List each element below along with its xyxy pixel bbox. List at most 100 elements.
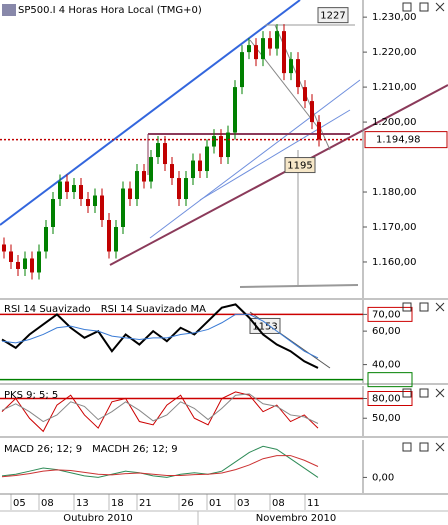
legend-entry: RSI 14 Suavizado MA: [101, 304, 206, 315]
close-button: [435, 2, 445, 12]
candle-body: [23, 258, 27, 269]
price-label: 1227: [320, 11, 345, 22]
x-tick-label: 03: [237, 498, 250, 509]
candle-body: [149, 157, 153, 182]
candle-body: [268, 38, 272, 49]
trend-line: [0, 0, 301, 226]
candle-body: [9, 251, 13, 262]
x-tick-label: 21: [139, 498, 152, 509]
series-line: [1, 391, 319, 433]
candle-body: [72, 185, 76, 193]
x-tick-label: 08: [41, 498, 54, 509]
candle-body: [261, 38, 265, 60]
candle-body: [233, 87, 237, 133]
candle-body: [282, 31, 286, 74]
candle-body: [79, 185, 83, 200]
candle-body: [240, 52, 244, 88]
x-tick-label: 11: [307, 498, 320, 509]
price-label: 1195: [287, 161, 312, 172]
window-button: [419, 2, 429, 12]
y-tick-label: 60,00: [372, 326, 401, 337]
month-label: Novembro 2010: [256, 513, 336, 524]
candle-body: [289, 59, 293, 74]
x-tick-label: 08: [272, 498, 285, 509]
series-line: [1, 303, 319, 369]
close-button: [435, 388, 445, 398]
candle-body: [275, 31, 279, 49]
reference-box: [367, 306, 413, 322]
y-tick-label: 50,00: [372, 413, 401, 424]
candle-body: [65, 181, 69, 193]
window-button: [419, 302, 429, 312]
trend-line: [109, 84, 448, 266]
candle-body: [51, 199, 55, 227]
candle-body: [198, 160, 202, 172]
series-line: [1, 455, 319, 478]
candle-body: [128, 188, 132, 200]
measure-line: [239, 284, 359, 288]
y-tick-label: 0,00: [372, 472, 394, 483]
x-tick-label: 26: [181, 498, 194, 509]
x-tick-label: 13: [76, 498, 89, 509]
candle-body: [212, 136, 216, 147]
series-line: [1, 445, 319, 478]
candle-body: [254, 45, 258, 60]
series-line: [1, 393, 319, 424]
y-tick-label: 1.180,00: [372, 187, 417, 198]
y-tick-label: 1.160,00: [372, 257, 417, 268]
price-label: 1153: [252, 321, 277, 332]
window-button: [419, 388, 429, 398]
x-tick-label: 01: [209, 498, 222, 509]
candle-body: [30, 258, 34, 273]
candle-body: [219, 136, 223, 158]
candle-body: [107, 220, 111, 252]
candle-body: [310, 101, 314, 123]
trend-line: [149, 79, 361, 239]
panel-title: PKS 9; 5; 5: [4, 390, 58, 401]
candle-body: [44, 226, 48, 252]
legend-entry: RSI 14 Suavizado: [4, 304, 91, 315]
y-tick-label: 70,00: [372, 309, 401, 320]
logo-icon: [2, 4, 16, 16]
window-button: [402, 302, 412, 312]
window-button: [402, 2, 412, 12]
y-tick-label: 1.200,00: [372, 117, 417, 128]
reference-box: [367, 372, 413, 388]
candle-body: [114, 226, 118, 252]
month-label: Outubro 2010: [63, 513, 132, 524]
close-button: [435, 302, 445, 312]
window-button: [402, 388, 412, 398]
x-tick-label: 05: [13, 498, 26, 509]
legend-entry: MACD 26; 12; 9: [4, 444, 82, 455]
last-price-label: 1.194,98: [376, 135, 421, 146]
y-tick-label: 1.170,00: [372, 222, 417, 233]
candle-body: [135, 171, 139, 200]
candle-body: [100, 195, 104, 221]
price-label-box: [317, 7, 349, 24]
x-tick-label: 18: [111, 498, 124, 509]
y-tick-label: 40,00: [372, 360, 401, 371]
y-tick-label: 1.220,00: [372, 47, 417, 58]
window-button: [419, 442, 429, 452]
candle-body: [205, 146, 209, 172]
candle-body: [37, 251, 41, 273]
candle-body: [317, 122, 321, 140]
price-label-box: [249, 317, 281, 334]
candle-body: [142, 171, 146, 182]
series-line: [1, 313, 319, 359]
close-button: [435, 442, 445, 452]
candle-body: [16, 261, 20, 269]
price-label-box: [284, 157, 316, 174]
candle-body: [177, 178, 181, 200]
candle-body: [184, 178, 188, 200]
last-price-box: [364, 131, 448, 149]
chart-title: SP500.I 4 Horas Hora Local (TMG+0): [18, 5, 202, 16]
candle-body: [163, 143, 167, 165]
candle-body: [191, 160, 195, 179]
window-button: [402, 442, 412, 452]
candle-body: [121, 188, 125, 227]
candle-body: [247, 45, 251, 53]
candle-body: [170, 164, 174, 179]
legend-entry: MACDH 26; 12; 9: [92, 444, 178, 455]
candle-body: [2, 244, 6, 252]
